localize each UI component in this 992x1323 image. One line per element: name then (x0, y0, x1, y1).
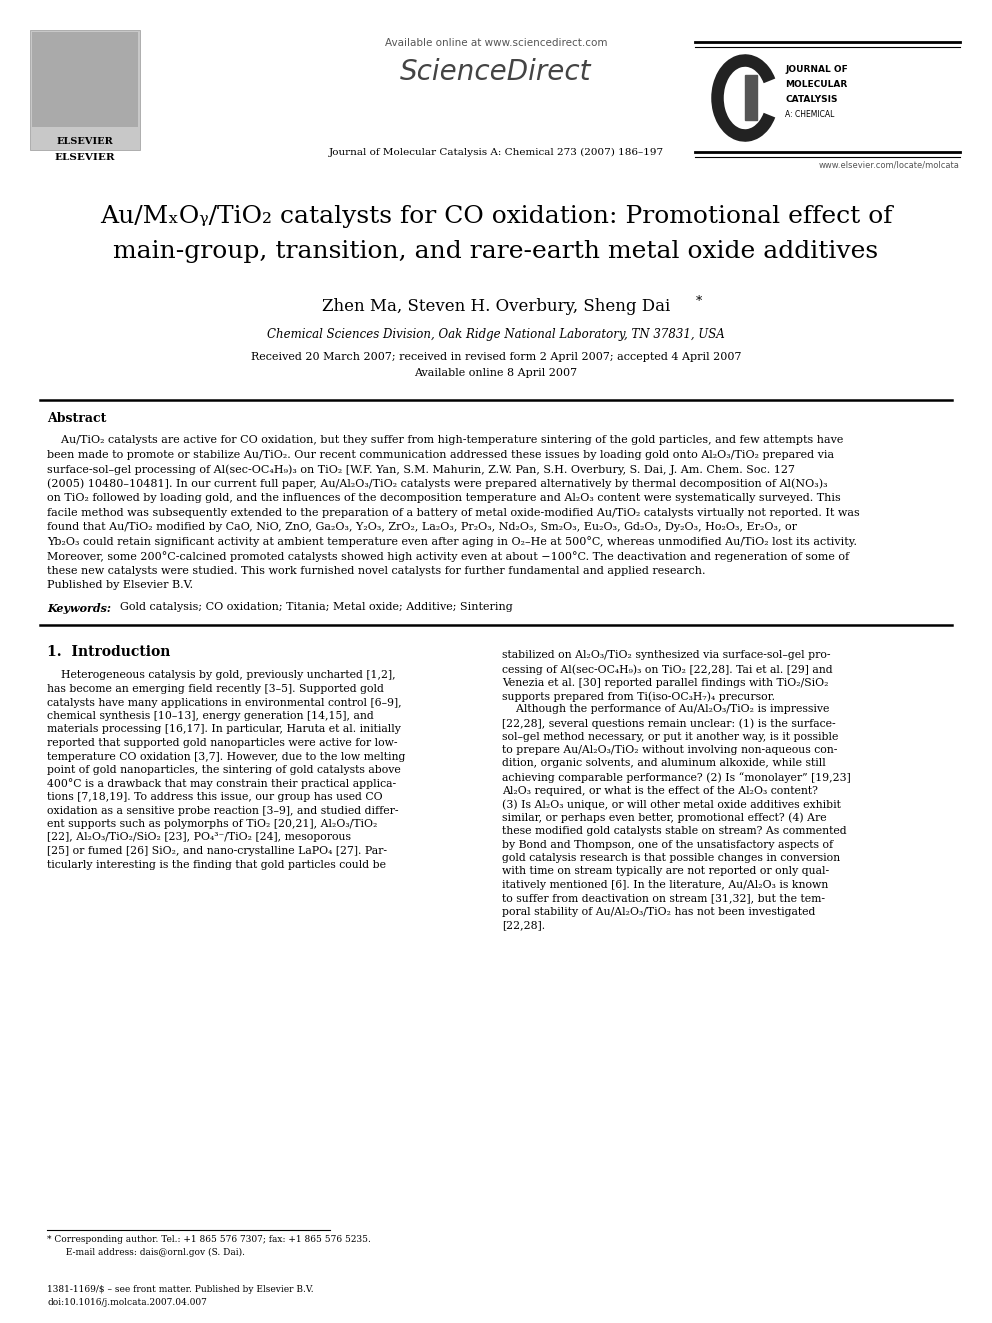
Text: [22,28].: [22,28]. (502, 921, 546, 930)
Text: has become an emerging field recently [3–5]. Supported gold: has become an emerging field recently [3… (47, 684, 384, 695)
Text: by Bond and Thompson, one of the unsatisfactory aspects of: by Bond and Thompson, one of the unsatis… (502, 840, 833, 849)
Text: Zhen Ma, Steven H. Overbury, Sheng Dai: Zhen Ma, Steven H. Overbury, Sheng Dai (321, 298, 671, 315)
Text: [22], Al₂O₃/TiO₂/SiO₂ [23], PO₄³⁻/TiO₂ [24], mesoporous: [22], Al₂O₃/TiO₂/SiO₂ [23], PO₄³⁻/TiO₂ [… (47, 832, 351, 843)
Text: Au/MₓOᵧ/TiO₂ catalysts for CO oxidation: Promotional effect of: Au/MₓOᵧ/TiO₂ catalysts for CO oxidation:… (100, 205, 892, 228)
Text: MOLECULAR: MOLECULAR (785, 79, 847, 89)
Text: on TiO₂ followed by loading gold, and the influences of the decomposition temper: on TiO₂ followed by loading gold, and th… (47, 493, 841, 503)
Text: Received 20 March 2007; received in revised form 2 April 2007; accepted 4 April : Received 20 March 2007; received in revi… (251, 352, 741, 363)
Text: Published by Elsevier B.V.: Published by Elsevier B.V. (47, 579, 193, 590)
Text: found that Au/TiO₂ modified by CaO, NiO, ZnO, Ga₂O₃, Y₂O₃, ZrO₂, La₂O₃, Pr₂O₃, N: found that Au/TiO₂ modified by CaO, NiO,… (47, 523, 797, 532)
Text: ticularly interesting is the finding that gold particles could be: ticularly interesting is the finding tha… (47, 860, 386, 869)
Text: with time on stream typically are not reported or only qual-: with time on stream typically are not re… (502, 867, 829, 877)
Text: JOURNAL OF: JOURNAL OF (785, 65, 848, 74)
Text: Au/TiO₂ catalysts are active for CO oxidation, but they suffer from high-tempera: Au/TiO₂ catalysts are active for CO oxid… (47, 435, 843, 445)
Text: 1381-1169/$ – see front matter. Published by Elsevier B.V.: 1381-1169/$ – see front matter. Publishe… (47, 1285, 313, 1294)
Text: itatively mentioned [6]. In the literature, Au/Al₂O₃ is known: itatively mentioned [6]. In the literatu… (502, 880, 828, 890)
Text: these modified gold catalysts stable on stream? As commented: these modified gold catalysts stable on … (502, 826, 846, 836)
Text: materials processing [16,17]. In particular, Haruta et al. initially: materials processing [16,17]. In particu… (47, 725, 401, 734)
Text: Journal of Molecular Catalysis A: Chemical 273 (2007) 186–197: Journal of Molecular Catalysis A: Chemic… (328, 148, 664, 157)
Text: CATALYSIS: CATALYSIS (785, 95, 837, 105)
Text: to suffer from deactivation on stream [31,32], but the tem-: to suffer from deactivation on stream [3… (502, 893, 825, 904)
Text: doi:10.1016/j.molcata.2007.04.007: doi:10.1016/j.molcata.2007.04.007 (47, 1298, 207, 1307)
Text: achieving comparable performance? (2) Is “monolayer” [19,23]: achieving comparable performance? (2) Is… (502, 773, 851, 783)
Text: ent supports such as polymorphs of TiO₂ [20,21], Al₂O₃/TiO₂: ent supports such as polymorphs of TiO₂ … (47, 819, 377, 830)
Text: * Corresponding author. Tel.: +1 865 576 7307; fax: +1 865 576 5235.: * Corresponding author. Tel.: +1 865 576… (47, 1234, 371, 1244)
Text: ScienceDirect: ScienceDirect (400, 58, 592, 86)
Text: catalysts have many applications in environmental control [6–9],: catalysts have many applications in envi… (47, 697, 402, 708)
Text: sol–gel method necessary, or put it another way, is it possible: sol–gel method necessary, or put it anot… (502, 732, 838, 741)
Text: to prepare Au/Al₂O₃/TiO₂ without involving non-aqueous con-: to prepare Au/Al₂O₃/TiO₂ without involvi… (502, 745, 837, 755)
Text: similar, or perhaps even better, promotional effect? (4) Are: similar, or perhaps even better, promoti… (502, 812, 826, 823)
Text: ELSEVIER: ELSEVIER (55, 153, 115, 161)
Text: Yb₂O₃ could retain significant activity at ambient temperature even after aging : Yb₂O₃ could retain significant activity … (47, 537, 857, 548)
Text: cessing of Al(sec-OC₄H₉)₃ on TiO₂ [22,28]. Tai et al. [29] and: cessing of Al(sec-OC₄H₉)₃ on TiO₂ [22,28… (502, 664, 832, 675)
Text: www.elsevier.com/locate/molcata: www.elsevier.com/locate/molcata (819, 160, 960, 169)
Text: main-group, transition, and rare-earth metal oxide additives: main-group, transition, and rare-earth m… (113, 239, 879, 263)
Text: poral stability of Au/Al₂O₃/TiO₂ has not been investigated: poral stability of Au/Al₂O₃/TiO₂ has not… (502, 908, 815, 917)
Text: stabilized on Al₂O₃/TiO₂ synthesized via surface-sol–gel pro-: stabilized on Al₂O₃/TiO₂ synthesized via… (502, 651, 830, 660)
Text: Heterogeneous catalysis by gold, previously uncharted [1,2],: Heterogeneous catalysis by gold, previou… (47, 671, 396, 680)
Text: (3) Is Al₂O₃ unique, or will other metal oxide additives exhibit: (3) Is Al₂O₃ unique, or will other metal… (502, 799, 841, 810)
Text: [22,28], several questions remain unclear: (1) is the surface-: [22,28], several questions remain unclea… (502, 718, 835, 729)
Text: tions [7,18,19]. To address this issue, our group has used CO: tions [7,18,19]. To address this issue, … (47, 792, 383, 802)
Text: Venezia et al. [30] reported parallel findings with TiO₂/SiO₂: Venezia et al. [30] reported parallel fi… (502, 677, 828, 688)
Text: supports prepared from Ti(iso-OC₃H₇)₄ precursor.: supports prepared from Ti(iso-OC₃H₇)₄ pr… (502, 691, 775, 701)
Text: Available online at www.sciencedirect.com: Available online at www.sciencedirect.co… (385, 38, 607, 48)
Text: [25] or fumed [26] SiO₂, and nano-crystalline LaPO₄ [27]. Par-: [25] or fumed [26] SiO₂, and nano-crysta… (47, 845, 387, 856)
Text: Keywords:: Keywords: (47, 602, 119, 614)
Text: point of gold nanoparticles, the sintering of gold catalysts above: point of gold nanoparticles, the sinteri… (47, 765, 401, 775)
Text: dition, organic solvents, and aluminum alkoxide, while still: dition, organic solvents, and aluminum a… (502, 758, 825, 769)
Text: gold catalysis research is that possible changes in conversion: gold catalysis research is that possible… (502, 853, 840, 863)
Text: temperature CO oxidation [3,7]. However, due to the low melting: temperature CO oxidation [3,7]. However,… (47, 751, 406, 762)
Text: been made to promote or stabilize Au/TiO₂. Our recent communication addressed th: been made to promote or stabilize Au/TiO… (47, 450, 834, 459)
Bar (745, 75, 757, 120)
Text: these new catalysts were studied. This work furnished novel catalysts for furthe: these new catalysts were studied. This w… (47, 565, 705, 576)
Text: 400°C is a drawback that may constrain their practical applica-: 400°C is a drawback that may constrain t… (47, 778, 396, 790)
Text: reported that supported gold nanoparticles were active for low-: reported that supported gold nanoparticl… (47, 738, 398, 747)
Text: A: CHEMICAL: A: CHEMICAL (785, 110, 834, 119)
Text: E-mail address: dais@ornl.gov (S. Dai).: E-mail address: dais@ornl.gov (S. Dai). (60, 1248, 245, 1257)
Text: Gold catalysis; CO oxidation; Titania; Metal oxide; Additive; Sintering: Gold catalysis; CO oxidation; Titania; M… (120, 602, 513, 613)
Text: Chemical Sciences Division, Oak Ridge National Laboratory, TN 37831, USA: Chemical Sciences Division, Oak Ridge Na… (267, 328, 725, 341)
Text: Al₂O₃ required, or what is the effect of the Al₂O₃ content?: Al₂O₃ required, or what is the effect of… (502, 786, 817, 795)
Text: *: * (696, 295, 702, 308)
Text: 1.  Introduction: 1. Introduction (47, 644, 171, 659)
Text: surface-sol–gel processing of Al(sec-OC₄H₉)₃ on TiO₂ [W.F. Yan, S.M. Mahurin, Z.: surface-sol–gel processing of Al(sec-OC₄… (47, 464, 795, 475)
Text: Available online 8 April 2007: Available online 8 April 2007 (415, 368, 577, 378)
Text: Although the performance of Au/Al₂O₃/TiO₂ is impressive: Although the performance of Au/Al₂O₃/TiO… (502, 705, 829, 714)
Bar (30, 30, 140, 149)
Text: chemical synthesis [10–13], energy generation [14,15], and: chemical synthesis [10–13], energy gener… (47, 710, 374, 721)
Text: Moreover, some 200°C-calcined promoted catalysts showed high activity even at ab: Moreover, some 200°C-calcined promoted c… (47, 550, 849, 562)
Text: ELSEVIER: ELSEVIER (57, 138, 113, 146)
Text: Abstract: Abstract (47, 411, 106, 425)
Text: (2005) 10480–10481]. In our current full paper, Au/Al₂O₃/TiO₂ catalysts were pre: (2005) 10480–10481]. In our current full… (47, 479, 827, 490)
Text: facile method was subsequently extended to the preparation of a battery of metal: facile method was subsequently extended … (47, 508, 860, 517)
Text: oxidation as a sensitive probe reaction [3–9], and studied differ-: oxidation as a sensitive probe reaction … (47, 806, 399, 815)
Bar (32, 32, 138, 127)
